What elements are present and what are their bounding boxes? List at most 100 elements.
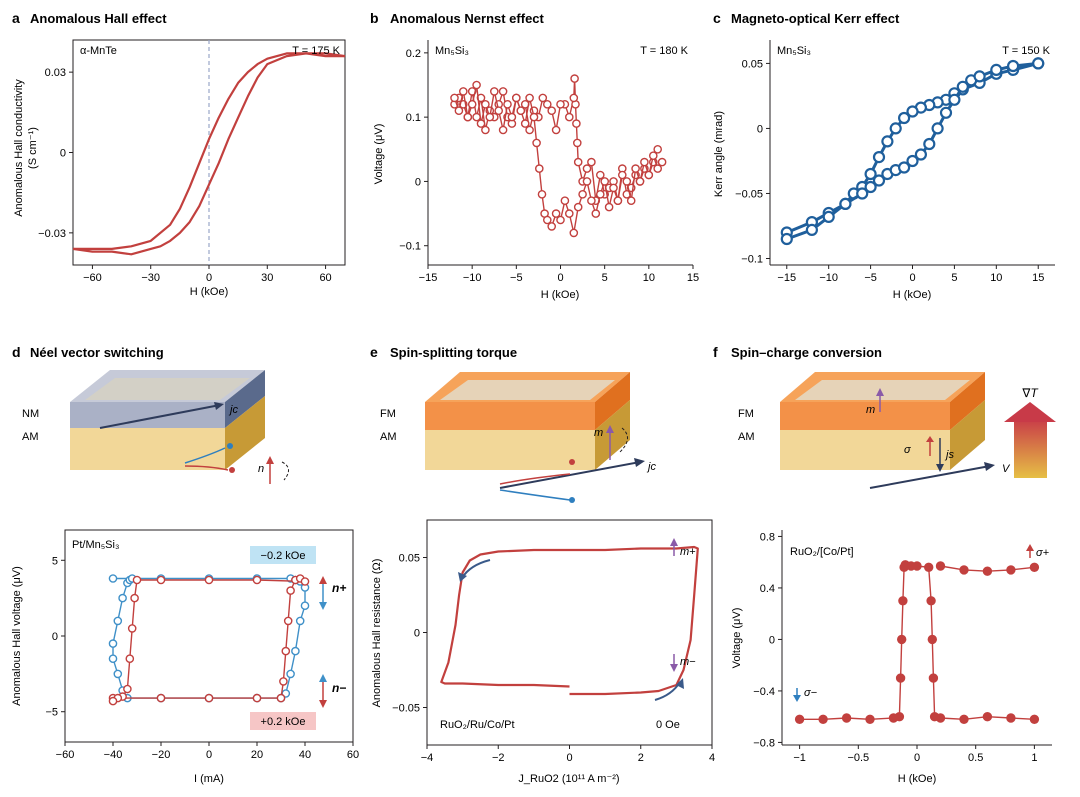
plot-frame <box>426 519 713 746</box>
m-plus-label: m+ <box>680 546 696 558</box>
x-tick-label: 20 <box>251 749 263 761</box>
y-tick-label: −0.1 <box>741 253 763 265</box>
data-point <box>113 616 123 626</box>
data-point <box>906 105 919 118</box>
panel-e-heading: e Spin-splitting torque <box>370 344 517 360</box>
data-point <box>573 202 583 212</box>
data-point <box>982 712 993 722</box>
x-tick-label: 4 <box>709 752 715 764</box>
panel-f-material: RuO₂/[Co/Pt] <box>790 546 854 558</box>
panel-a-title: Anomalous Hall effect <box>30 11 167 26</box>
x-tick-label: −1 <box>793 752 806 764</box>
data-point <box>898 596 908 606</box>
series-line <box>112 577 306 699</box>
data-point <box>281 646 291 656</box>
y-tick-label: 0.05 <box>399 553 420 565</box>
data-point <box>252 575 262 585</box>
data-point <box>279 677 288 686</box>
data-point <box>472 112 481 122</box>
panel-f-letter: f <box>713 344 718 360</box>
data-point <box>529 112 539 122</box>
data-point <box>132 575 142 585</box>
data-point <box>864 180 877 194</box>
y-axis-label: Voltage (μV) <box>373 124 385 185</box>
fm-front-face <box>425 402 595 430</box>
data-point <box>481 100 490 109</box>
data-point <box>569 228 579 238</box>
data-point <box>560 196 570 205</box>
x-axis-label: I (mA) <box>194 773 224 785</box>
data-point <box>644 170 654 180</box>
x-tick-label: 0 <box>566 752 572 764</box>
panel-b-material: Mn₅Si₃ <box>435 45 469 57</box>
data-point <box>476 119 486 128</box>
badge-minus-field <box>250 546 316 564</box>
am-side-face-f <box>950 400 985 470</box>
data-point <box>841 713 852 723</box>
data-point <box>300 577 310 586</box>
panel-c-temp: T = 150 K <box>1002 45 1050 57</box>
badge-plus-field-label: +0.2 kOe <box>261 716 306 728</box>
am-front-face <box>70 428 225 470</box>
y-tick-label: −0.4 <box>753 686 775 698</box>
data-point <box>894 712 905 722</box>
x-tick-label: 30 <box>261 272 273 284</box>
data-point <box>959 714 969 724</box>
data-point <box>839 197 852 210</box>
data-point <box>582 164 592 173</box>
x-tick-label: −15 <box>419 272 438 284</box>
data-point <box>956 80 969 93</box>
x-tick-label: −5 <box>510 272 523 284</box>
voltage-arrow <box>869 465 991 489</box>
data-point <box>113 669 123 679</box>
data-point <box>872 151 886 164</box>
am-front-face-e <box>425 430 595 470</box>
data-point <box>498 87 508 96</box>
fm-front-face-f <box>780 402 950 430</box>
schematic-f: FM AM m σ js V ∇T <box>738 372 1056 489</box>
data-point <box>458 87 468 96</box>
x-tick-label: −0.5 <box>847 752 869 764</box>
x-tick-label: 10 <box>990 272 1002 284</box>
neel-vector-label: n <box>258 463 264 475</box>
panel-d-material: Pt/Mn₅Si₃ <box>72 539 119 551</box>
data-point <box>565 112 574 122</box>
data-point <box>569 93 579 103</box>
x-tick-label: −20 <box>152 749 171 761</box>
layer-am-label-f: AM <box>738 431 755 443</box>
panel-b-temp: T = 180 K <box>640 45 688 57</box>
sigma-plus-label: σ+ <box>1036 547 1050 559</box>
panel-a-letter: a <box>12 10 20 26</box>
data-point <box>573 138 582 148</box>
panel-c-material: Mn₅Si₃ <box>777 45 811 57</box>
y-tick-label: 5 <box>52 555 58 567</box>
data-point <box>889 122 902 135</box>
y-tick-label: 0.03 <box>45 67 66 79</box>
y-tick-label: 0 <box>769 634 775 646</box>
x-tick-label: 40 <box>299 749 311 761</box>
data-point <box>948 93 961 106</box>
x-tick-label: −4 <box>421 752 434 764</box>
data-point <box>512 93 521 103</box>
panel-b-heading: b Anomalous Nernst effect <box>370 10 545 26</box>
voltage-label: V <box>1002 463 1011 475</box>
data-point <box>516 106 526 115</box>
data-point <box>912 561 922 571</box>
data-point <box>463 112 473 122</box>
panel-d-letter: d <box>12 344 21 360</box>
y-axis-label: Anomalous Hall resistance (Ω) <box>371 559 383 708</box>
layer-am-label: AM <box>22 431 39 443</box>
y-axis-label: Anomalous Hall voltage (μV) <box>11 566 23 706</box>
schematic-d: jc NM AM n <box>22 370 289 484</box>
data-point <box>472 80 481 90</box>
y-axis-label: Voltage (μV) <box>731 608 743 669</box>
n-plus-label: n+ <box>332 581 346 595</box>
x-tick-label: 5 <box>951 272 957 284</box>
chart-c: −15 −10 −5 0 5 10 15 −0.1 −0.05 0 0.05 H (kOe) Kerr … <box>713 40 1055 301</box>
current-arrow-e <box>499 461 641 489</box>
x-axis-label: H (kOe) <box>541 289 580 301</box>
data-point <box>635 177 645 186</box>
series-line <box>786 61 1039 234</box>
data-point <box>1006 59 1020 73</box>
x-tick-label: 0.5 <box>968 752 983 764</box>
